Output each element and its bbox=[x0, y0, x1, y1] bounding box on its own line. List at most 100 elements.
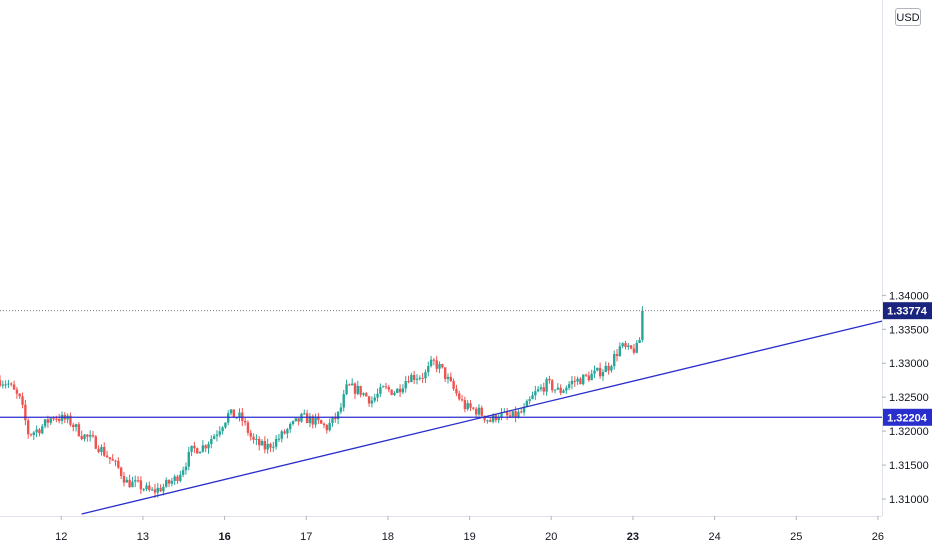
candle-body-down bbox=[443, 367, 447, 379]
candle-body-down bbox=[319, 420, 323, 424]
candle-body-down bbox=[29, 434, 33, 436]
candle-body-down bbox=[334, 416, 337, 420]
candle-body-up bbox=[410, 375, 413, 383]
candle-body-down bbox=[46, 419, 50, 423]
candle-body-down bbox=[508, 415, 512, 417]
candle-body-down bbox=[136, 480, 140, 482]
candle-body-up bbox=[286, 429, 289, 434]
candle-body-down bbox=[615, 354, 619, 357]
candle-body-down bbox=[452, 380, 455, 389]
candle-body-up bbox=[314, 416, 317, 425]
candle-body-up bbox=[381, 386, 385, 388]
candle-body-up bbox=[224, 422, 227, 428]
candle-body-down bbox=[584, 374, 588, 376]
candle-body-down bbox=[15, 389, 19, 394]
candle-body-up bbox=[424, 372, 427, 379]
candle-body-down bbox=[463, 400, 467, 410]
time-axis-tick-label: 26 bbox=[872, 531, 884, 543]
candle-body-down bbox=[283, 431, 286, 434]
candle-body-up bbox=[181, 470, 185, 475]
price-axis-tick-label: 1.34000 bbox=[889, 290, 929, 302]
time-axis-tick-label: 23 bbox=[627, 531, 639, 543]
candle-body-up bbox=[207, 444, 210, 449]
candle-body-down bbox=[111, 459, 114, 461]
candle-body-up bbox=[376, 393, 379, 398]
horizontal-line-price-tag: 1.32204 bbox=[883, 408, 932, 426]
candle-body-down bbox=[72, 424, 75, 428]
candle-body-up bbox=[41, 426, 44, 434]
candle-body-up bbox=[4, 384, 7, 386]
candle-body-down bbox=[458, 393, 461, 400]
price-axis[interactable]: 1.31000 1.31500 1.32000 1.32500 1.33000 1.335… bbox=[882, 290, 929, 506]
candle-body-down bbox=[365, 393, 368, 397]
last-price-tag-bg bbox=[883, 302, 932, 320]
candle-body-down bbox=[196, 448, 199, 454]
candle-body-down bbox=[632, 348, 636, 353]
candle-body-up bbox=[601, 372, 605, 377]
candle-body-down bbox=[548, 378, 551, 381]
candle-body-up bbox=[134, 480, 137, 482]
candle-body-up bbox=[641, 310, 644, 340]
candle-body-up bbox=[429, 359, 433, 367]
candle-body-up bbox=[638, 339, 641, 343]
candle-body-down bbox=[542, 387, 545, 392]
candle-body-down bbox=[57, 418, 61, 421]
candle-body-down bbox=[55, 418, 58, 420]
candle-body-up bbox=[198, 451, 202, 454]
candle-body-up bbox=[74, 424, 78, 428]
candle-body-up bbox=[274, 438, 278, 447]
candle-body-up bbox=[190, 445, 193, 452]
candle-body-up bbox=[528, 399, 531, 401]
candle-body-down bbox=[480, 407, 483, 416]
last-price-label: 1.33774 bbox=[887, 306, 928, 318]
candle-body-up bbox=[497, 417, 500, 421]
candle-body-up bbox=[229, 409, 233, 414]
candle-body-down bbox=[390, 389, 393, 395]
candle-body-up bbox=[289, 424, 292, 430]
candle-body-down bbox=[193, 445, 196, 449]
candle-body-down bbox=[258, 438, 261, 446]
candle-body-up bbox=[545, 378, 548, 392]
currency-selector[interactable]: USD bbox=[895, 8, 921, 26]
candle-body-up bbox=[100, 447, 103, 452]
candle-body-down bbox=[252, 436, 255, 440]
candle-body-down bbox=[322, 423, 326, 426]
horizontal-line-price-tag-bg bbox=[883, 408, 932, 426]
candle-body-up bbox=[610, 366, 613, 371]
candle-body-down bbox=[103, 447, 106, 456]
candle-body-down bbox=[243, 420, 247, 423]
candle-body-up bbox=[536, 389, 540, 392]
candle-body-down bbox=[69, 415, 72, 425]
price-axis-tick-label: 1.32500 bbox=[889, 392, 929, 404]
candle-body-down bbox=[520, 411, 523, 413]
candle-body-down bbox=[573, 380, 576, 382]
candle-body-down bbox=[489, 420, 492, 422]
candle-body-down bbox=[598, 367, 602, 377]
candle-body-up bbox=[339, 407, 343, 412]
candle-body-up bbox=[576, 378, 579, 382]
candle-body-down bbox=[514, 411, 517, 418]
candle-body-down bbox=[483, 415, 486, 421]
candle-body-up bbox=[260, 441, 264, 446]
candle-body-down bbox=[624, 343, 627, 347]
candle-body-up bbox=[187, 451, 190, 467]
candle-body-up bbox=[142, 489, 145, 491]
candle-body-down bbox=[353, 383, 357, 394]
candle-body-down bbox=[0, 380, 2, 386]
candle-body-up bbox=[570, 380, 574, 385]
candle-body-up bbox=[266, 443, 269, 450]
candle-body-up bbox=[604, 365, 607, 373]
candle-body-up bbox=[179, 474, 182, 481]
candle-body-down bbox=[551, 380, 554, 391]
candle-body-up bbox=[418, 377, 422, 379]
time-axis[interactable]: 12 13 16 17 18 19 20 23 24 25 26 bbox=[55, 516, 884, 543]
candle-body-up bbox=[303, 413, 306, 415]
candle-body-up bbox=[593, 370, 596, 374]
candle-body-up bbox=[511, 411, 514, 417]
candle-body-down bbox=[474, 408, 478, 415]
candle-body-up bbox=[201, 445, 205, 452]
candle-body-up bbox=[562, 390, 565, 393]
candle-body-up bbox=[218, 431, 221, 435]
candle-body-down bbox=[441, 364, 444, 368]
